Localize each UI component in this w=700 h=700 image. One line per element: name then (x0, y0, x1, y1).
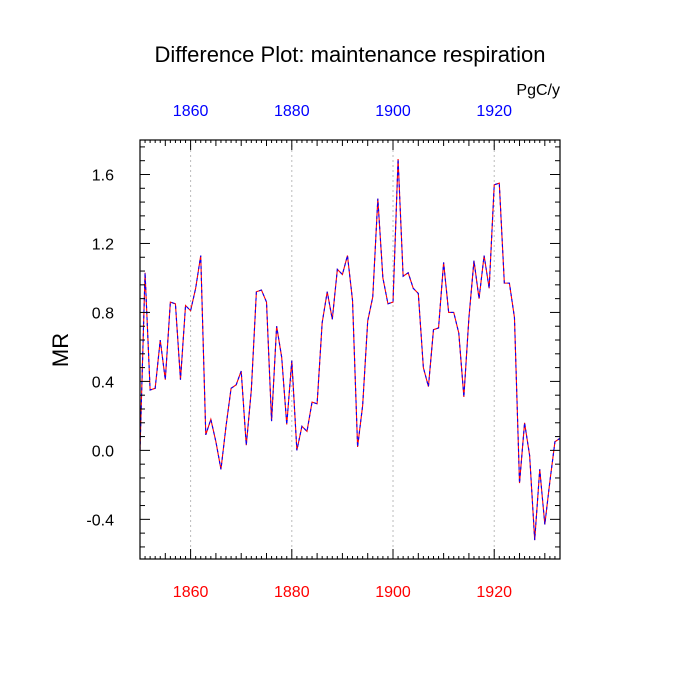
series-line-blue (139, 158, 561, 541)
y-tick-label: -0.4 (86, 512, 114, 529)
x-tick-label-bottom: 1880 (274, 584, 310, 601)
series-layer (139, 158, 561, 541)
y-axis-label: MR (48, 333, 73, 367)
y-tick-label: 0.0 (92, 443, 114, 460)
y-tick-label: 0.4 (92, 374, 114, 391)
y-tick-label: 1.2 (92, 236, 114, 253)
x-tick-label-bottom: 1860 (173, 584, 209, 601)
units-label: PgC/y (516, 82, 560, 99)
plot-frame (139, 139, 561, 560)
y-tick-label: 0.8 (92, 305, 114, 322)
chart-title: Difference Plot: maintenance respiration (155, 42, 546, 67)
x-tick-label-top: 1920 (476, 103, 512, 120)
series-line-red (139, 158, 561, 541)
y-tick-label: 1.6 (92, 167, 114, 184)
grid-layer (190, 140, 495, 559)
x-tick-label-bottom: 1920 (476, 584, 512, 601)
x-tick-label-top: 1860 (173, 103, 209, 120)
x-tick-label-top: 1900 (375, 103, 411, 120)
x-tick-label-bottom: 1900 (375, 584, 411, 601)
x-tick-label-top: 1880 (274, 103, 310, 120)
axis-layer: 1860 1860 1880 1880 1900 1900 1920 1920 -0.4 0.0 0… (86, 103, 561, 601)
